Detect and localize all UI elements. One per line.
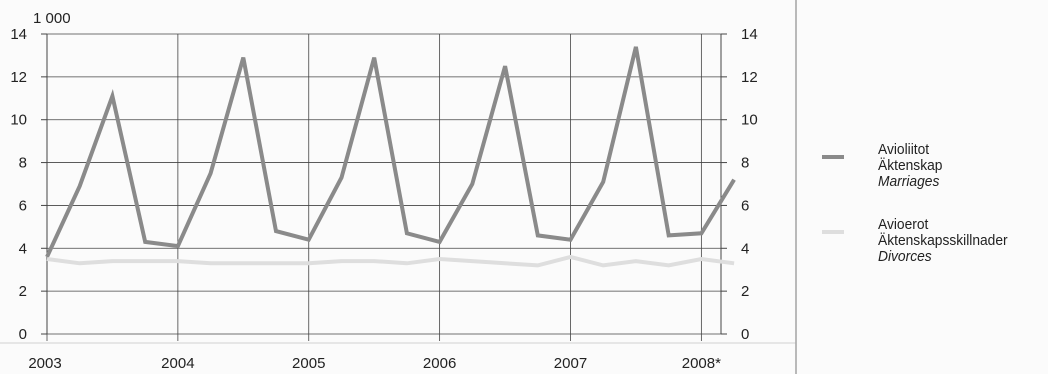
unit-label: 1 000 [33, 10, 71, 27]
legend-label-fi: Avioerot [878, 216, 929, 233]
y-tick-label-right: 0 [741, 326, 749, 343]
y-tick-label-right: 10 [741, 112, 758, 129]
x-tick-label: 2006 [423, 355, 456, 372]
y-tick-label-right: 2 [741, 283, 749, 300]
x-tick-label: 2008* [682, 355, 721, 372]
y-tick-label-left: 8 [19, 155, 27, 172]
legend-text-marriages: Avioliitot Äktenskap Marriages [878, 142, 948, 190]
x-tick-label: 2004 [161, 355, 194, 372]
y-tick-label-left: 4 [19, 240, 27, 257]
legend-swatch-divorces [822, 230, 844, 234]
y-tick-label-right: 6 [741, 197, 749, 214]
series-line-marriages [45, 46, 736, 258]
legend-label-en: Divorces [878, 248, 932, 265]
legend-label-fi: Avioliitot [878, 141, 930, 158]
series-line-divorces [46, 254, 735, 268]
legend-label-en: Marriages [878, 173, 940, 190]
y-tick-label-right: 12 [741, 69, 758, 86]
legend-label-sv: Äktenskapsskillnader [878, 232, 1008, 249]
line-chart: 0 0 2 2 4 4 6 6 8 8 10 10 12 12 14 14 1 000 2003 2004 2005 2… [0, 0, 797, 374]
y-tick-label-left: 10 [10, 112, 27, 129]
x-tick-label: 2005 [292, 355, 325, 372]
x-tick-label: 2003 [28, 355, 61, 372]
x-tick-label: 2007 [554, 355, 587, 372]
y-tick-label-right: 8 [741, 155, 749, 172]
legend-swatch-marriages [822, 155, 844, 159]
y-tick-label-left: 6 [19, 197, 27, 214]
y-tick-label-right: 4 [741, 240, 749, 257]
y-tick-label-left: 12 [10, 69, 27, 86]
legend-text-divorces: Avioerot Äktenskapsskillnader Divorces [878, 217, 1019, 265]
y-tick-label-left: 2 [19, 283, 27, 300]
y-tick-label-right: 14 [741, 26, 758, 43]
legend-label-sv: Äktenskap [878, 157, 943, 174]
y-tick-label-left: 0 [19, 326, 27, 343]
y-tick-label-left: 14 [10, 26, 27, 43]
